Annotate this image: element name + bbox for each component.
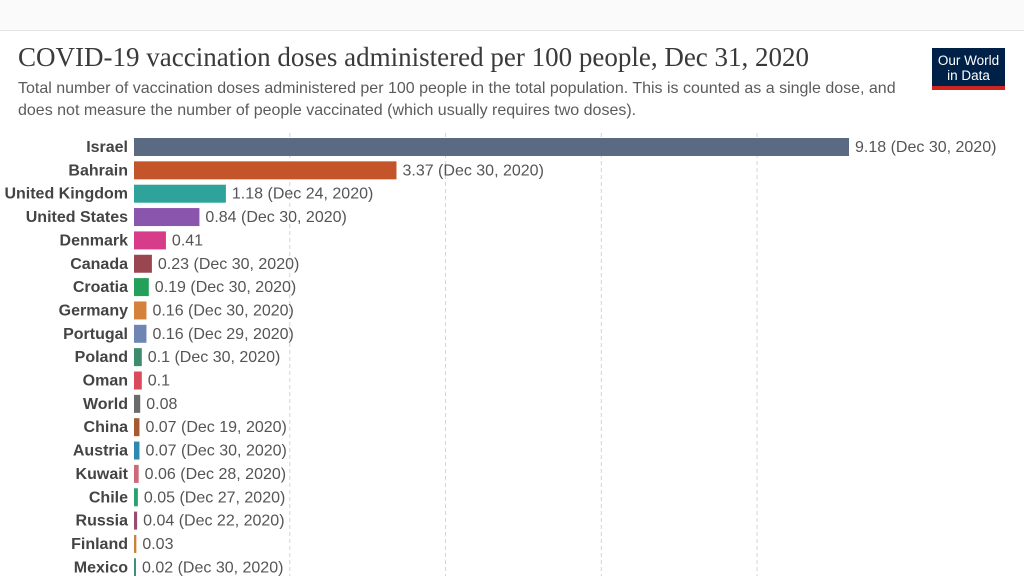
value-label: 0.19 (Dec 30, 2020)	[155, 279, 296, 296]
bars	[134, 138, 849, 576]
category-label: Mexico	[74, 559, 128, 576]
bar-denmark[interactable]	[134, 231, 166, 250]
value-label: 0.16 (Dec 30, 2020)	[152, 302, 293, 319]
category-label: Croatia	[73, 279, 128, 296]
value-label: 0.06 (Dec 28, 2020)	[145, 466, 286, 483]
gridlines	[289, 133, 758, 576]
category-label: Chile	[89, 489, 128, 506]
bar-germany[interactable]	[134, 301, 147, 320]
value-label: 0.07 (Dec 30, 2020)	[145, 443, 286, 460]
value-label: 0.16 (Dec 29, 2020)	[152, 326, 293, 343]
category-label: Oman	[83, 373, 128, 390]
bar-mexico[interactable]	[134, 558, 136, 576]
category-label: Poland	[75, 349, 128, 366]
category-label: Denmark	[60, 232, 129, 249]
value-label: 0.08	[146, 396, 177, 413]
bar-united-states[interactable]	[134, 208, 200, 227]
bar-world[interactable]	[134, 394, 141, 413]
category-label: Russia	[76, 513, 129, 530]
category-label: World	[83, 396, 128, 413]
category-label: Canada	[70, 256, 128, 273]
value-label: 1.18 (Dec 24, 2020)	[232, 186, 373, 203]
value-label: 0.04 (Dec 22, 2020)	[143, 513, 284, 530]
category-label: Bahrain	[68, 162, 128, 179]
chart-subtitle: Total number of vaccination doses admini…	[18, 80, 896, 119]
value-label: 0.84 (Dec 30, 2020)	[205, 209, 346, 226]
bar-russia[interactable]	[134, 511, 138, 530]
category-label: Germany	[59, 302, 128, 319]
bar-oman[interactable]	[134, 371, 142, 390]
bar-canada[interactable]	[134, 254, 152, 273]
bar-china[interactable]	[134, 418, 140, 437]
bar-chile[interactable]	[134, 488, 138, 507]
value-label: 0.1 (Dec 30, 2020)	[148, 349, 281, 366]
category-label: Israel	[86, 139, 128, 156]
owid-logo[interactable]: Our World in Data	[932, 48, 1005, 90]
value-label: 0.02 (Dec 30, 2020)	[142, 559, 283, 576]
value-label: 0.03	[142, 536, 173, 553]
value-label: 0.1	[148, 373, 170, 390]
value-label: 0.41	[172, 232, 203, 249]
category-label: United States	[26, 209, 128, 226]
category-label: Portugal	[63, 326, 128, 343]
bar-israel[interactable]	[134, 138, 849, 156]
category-label: United Kingdom	[4, 186, 128, 203]
bar-poland[interactable]	[134, 348, 142, 367]
category-label: Kuwait	[76, 466, 129, 483]
bar-kuwait[interactable]	[134, 464, 139, 483]
labels: Israel 9.18 (Dec 30, 2020) Bahrain 3.37 (De…	[4, 139, 996, 576]
top-band	[0, 0, 1024, 31]
category-label: Austria	[73, 443, 128, 460]
value-label: 9.18 (Dec 30, 2020)	[855, 139, 996, 156]
category-label: Finland	[71, 536, 128, 553]
bar-austria[interactable]	[134, 441, 140, 460]
value-label: 0.07 (Dec 19, 2020)	[145, 419, 286, 436]
bar-bahrain[interactable]	[134, 161, 397, 180]
bar-finland[interactable]	[134, 534, 137, 553]
bar-united-kingdom[interactable]	[134, 184, 226, 203]
bar-portugal[interactable]	[134, 324, 147, 343]
value-label: 0.23 (Dec 30, 2020)	[158, 256, 299, 273]
chart-title: COVID-19 vaccination doses administered …	[18, 42, 810, 72]
bar-croatia[interactable]	[134, 278, 149, 297]
logo-text-line1: Our World	[937, 53, 1000, 68]
logo-text-line2: in Data	[947, 68, 990, 83]
category-label: China	[84, 419, 129, 436]
value-label: 3.37 (Dec 30, 2020)	[402, 162, 543, 179]
value-label: 0.05 (Dec 27, 2020)	[144, 489, 285, 506]
